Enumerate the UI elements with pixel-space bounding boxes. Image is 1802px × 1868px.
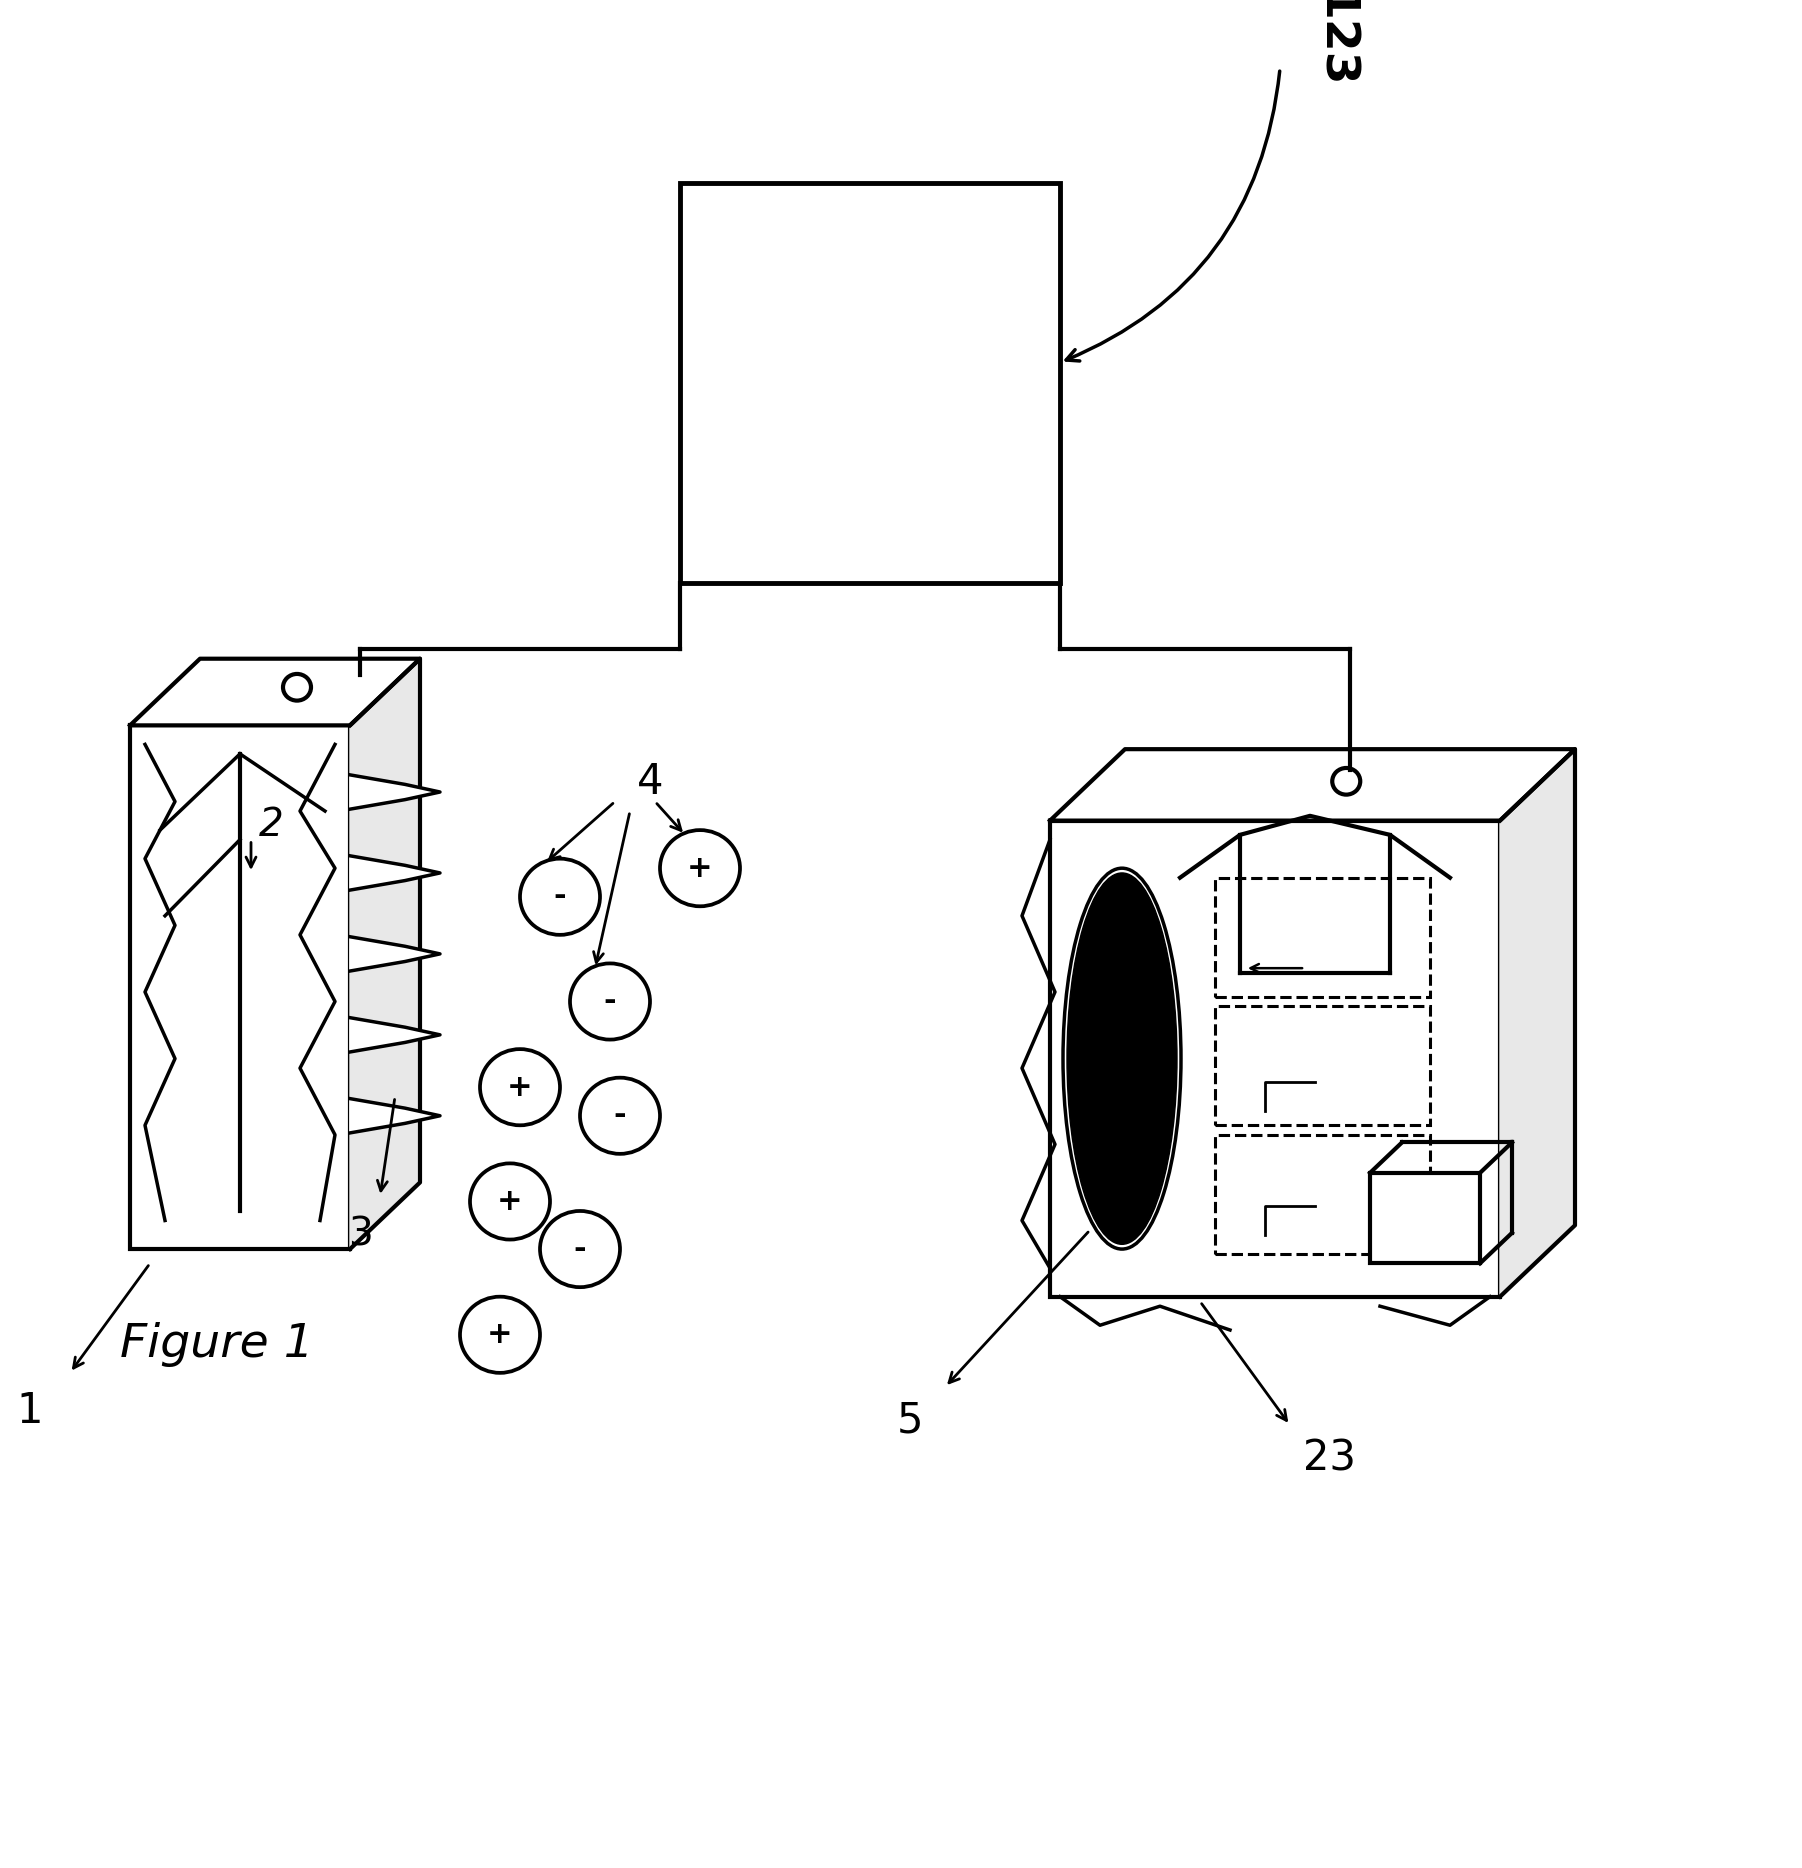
Polygon shape (350, 1098, 440, 1132)
Text: +: + (497, 1186, 523, 1216)
Text: 2: 2 (259, 807, 283, 844)
Ellipse shape (1067, 872, 1177, 1244)
Polygon shape (350, 659, 420, 1250)
Text: 23: 23 (1303, 1438, 1357, 1479)
Text: -: - (573, 1235, 586, 1263)
Text: -: - (604, 986, 616, 1016)
Polygon shape (350, 1018, 440, 1052)
Text: Figure 1: Figure 1 (121, 1323, 314, 1367)
Bar (1215, 1007, 1431, 1125)
Polygon shape (1499, 749, 1575, 1296)
Bar (1370, 1173, 1479, 1263)
Text: -: - (553, 882, 566, 912)
Text: 4: 4 (636, 762, 663, 803)
Circle shape (460, 1296, 541, 1373)
Polygon shape (350, 775, 440, 809)
Circle shape (580, 1078, 660, 1154)
Circle shape (521, 859, 600, 934)
Text: +: + (506, 1072, 533, 1102)
Polygon shape (1051, 749, 1575, 820)
Circle shape (479, 1050, 560, 1125)
Text: +: + (487, 1321, 514, 1349)
Circle shape (569, 964, 651, 1040)
Text: 5: 5 (897, 1399, 923, 1442)
Bar (1215, 878, 1431, 998)
Text: 1: 1 (16, 1390, 43, 1433)
Text: -: - (614, 1102, 627, 1130)
Polygon shape (130, 659, 420, 725)
Circle shape (660, 829, 741, 906)
Bar (130, 725, 350, 1250)
Text: 123: 123 (1310, 0, 1355, 90)
Bar (679, 183, 1060, 583)
Bar (1215, 1134, 1431, 1253)
Text: +: + (687, 854, 714, 884)
Text: 3: 3 (348, 1216, 373, 1253)
Polygon shape (350, 856, 440, 889)
Polygon shape (350, 936, 440, 971)
Circle shape (470, 1164, 550, 1240)
Bar (1051, 820, 1499, 1296)
Circle shape (541, 1210, 620, 1287)
